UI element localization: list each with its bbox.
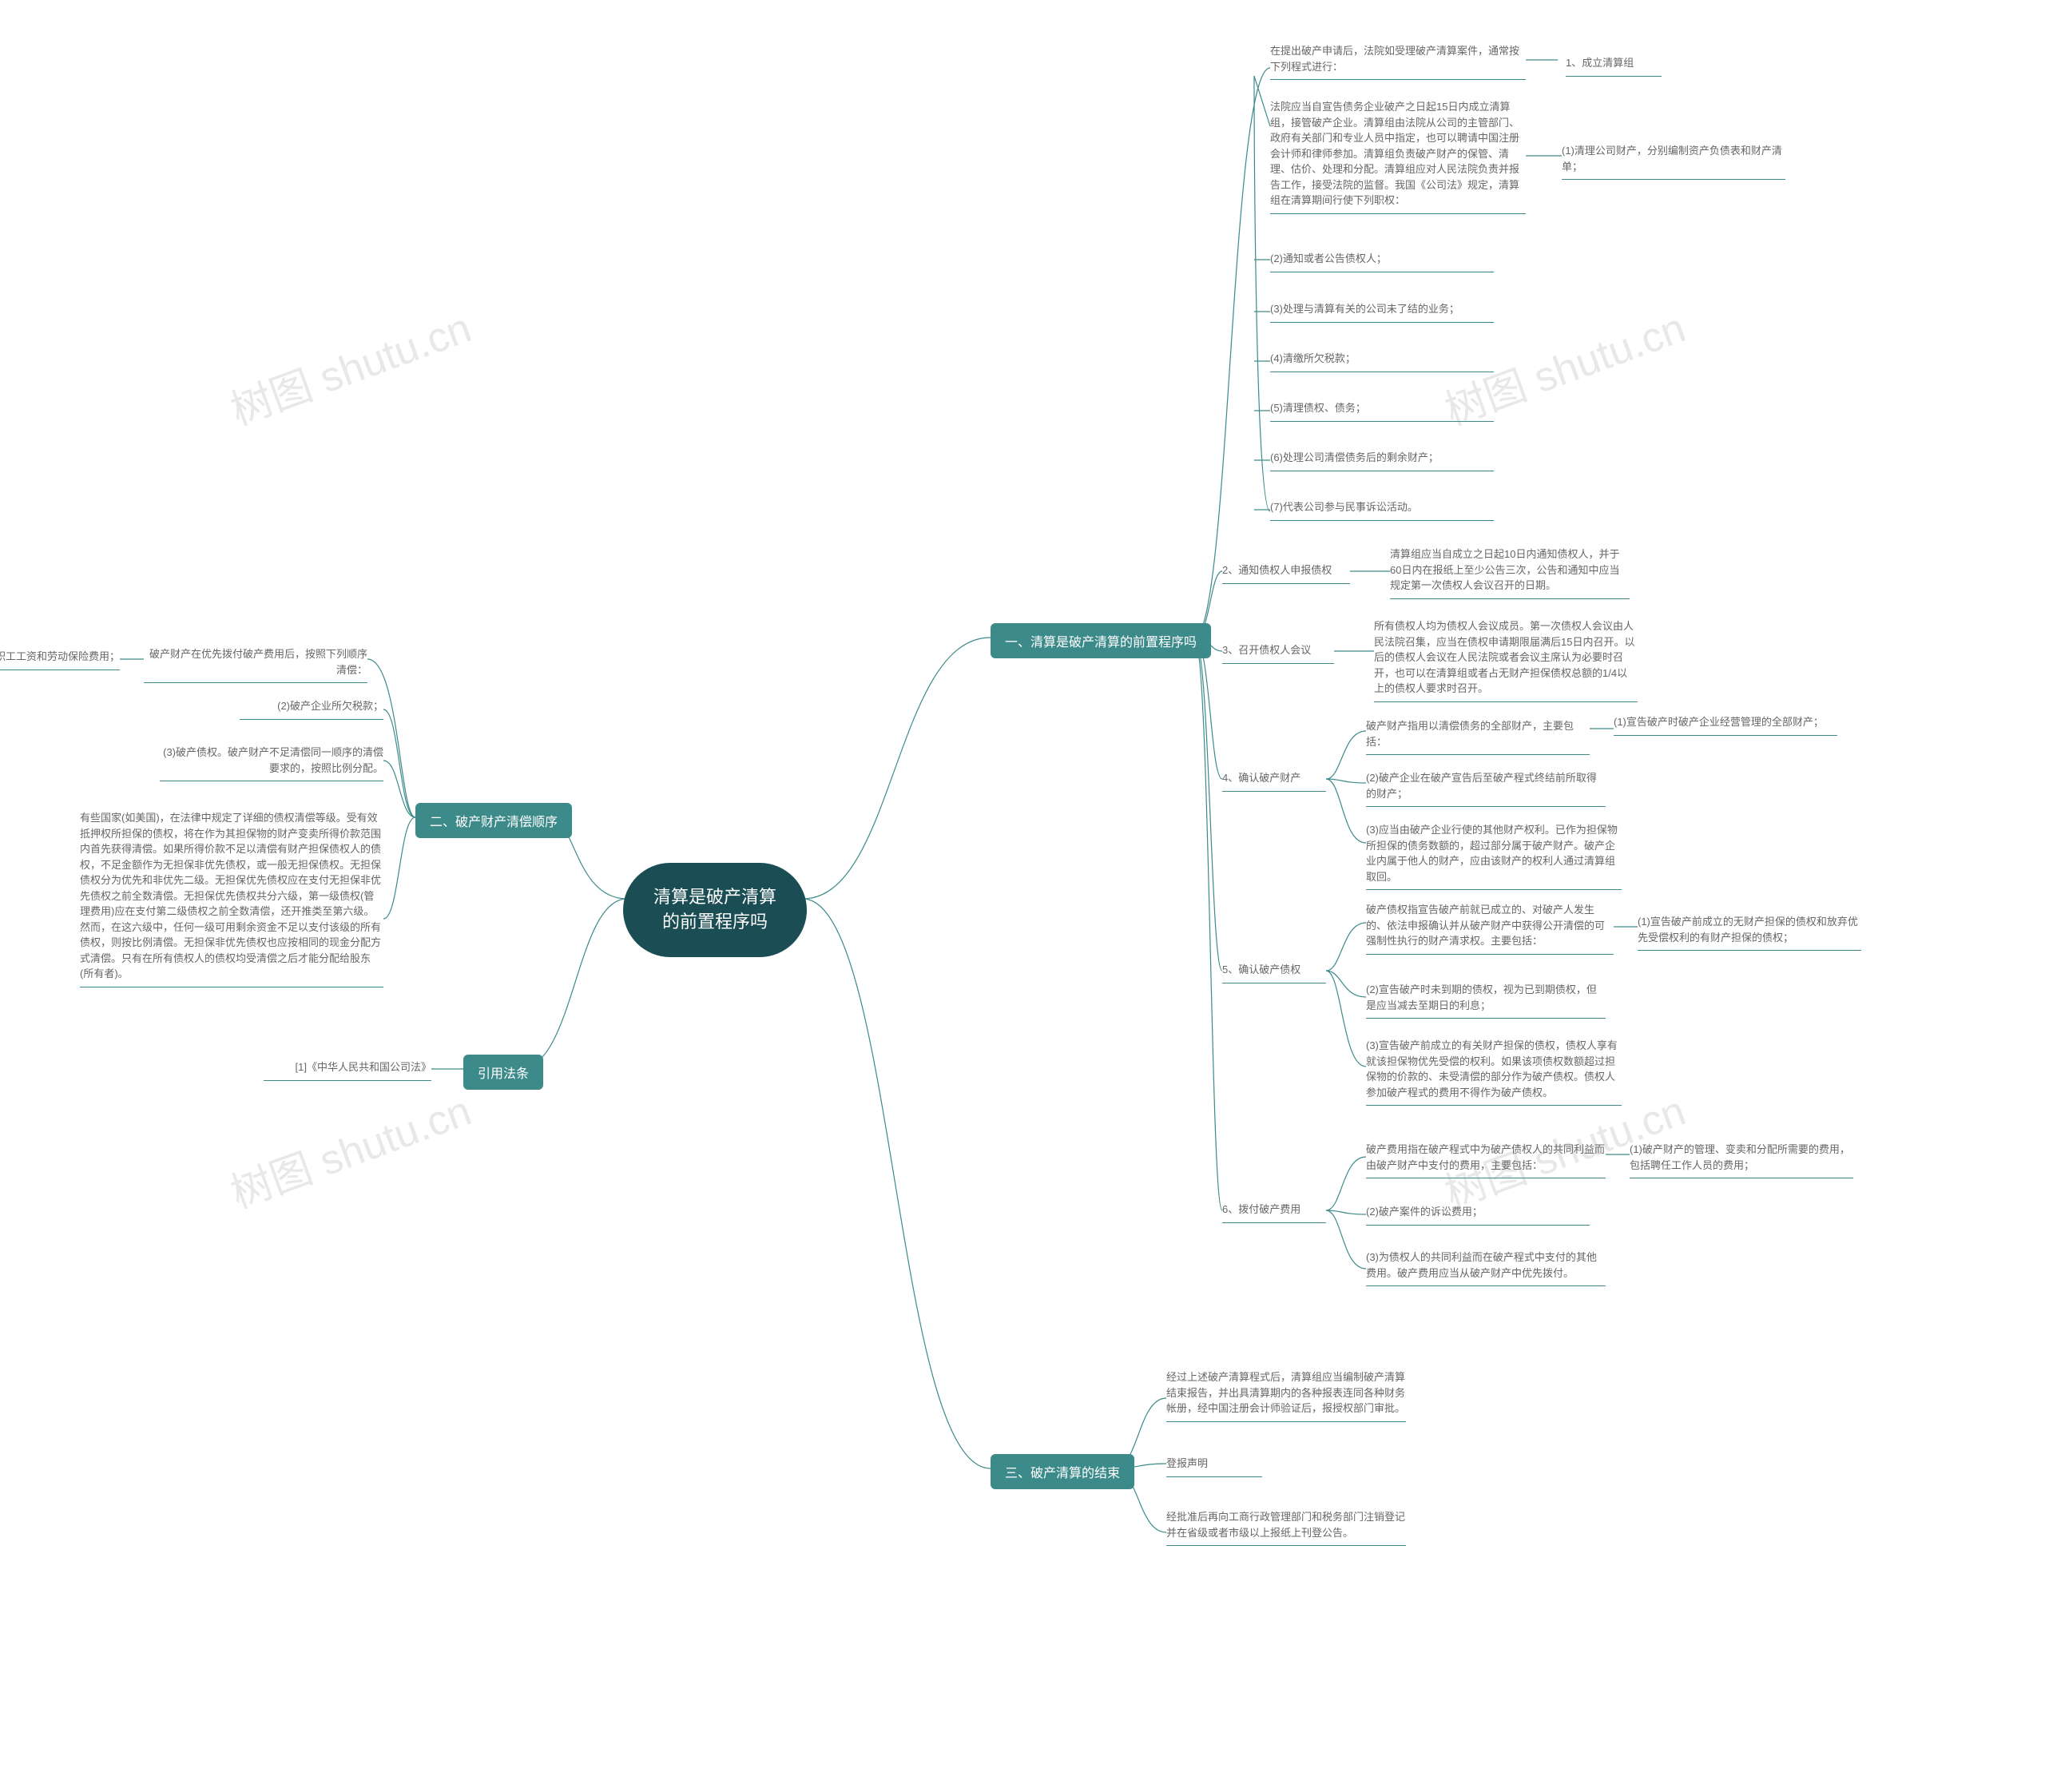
r1-c1-s6: (7)代表公司参与民事诉讼活动。 bbox=[1270, 496, 1494, 521]
r1-c5-s1: (2)宣告破产时未到期的债权，视为已到期债权，但是应当减去至期日的利息； bbox=[1366, 979, 1606, 1019]
r1-c1-s1: (2)通知或者公告债权人； bbox=[1270, 248, 1494, 272]
watermark: 树图 shutu.cn bbox=[221, 1077, 478, 1219]
l1-c0: 破产财产在优先拨付破产费用后，按照下列顺序清偿： bbox=[144, 643, 367, 683]
r1-c2-s0: 清算组应当自成立之日起10日内通知债权人，并于60日内在报纸上至少公告三次，公告… bbox=[1390, 543, 1630, 599]
l1-c2: (3)破产债权。破产财产不足清偿同一顺序的清偿要求的，按照比例分配。 bbox=[160, 741, 383, 781]
r2-c0: 经过上述破产清算程式后，清算组应当编制破产清算结束报告，并出具清算期内的各种报表… bbox=[1166, 1366, 1406, 1422]
r1-c5-s0-sub: (1)宣告破产前成立的无财产担保的债权和放弃优先受偿权利的有财产担保的债权； bbox=[1638, 911, 1861, 951]
l1-c1: (2)破产企业所欠税款； bbox=[240, 695, 383, 720]
r1-c2: 2、通知债权人申报债权 bbox=[1222, 559, 1350, 584]
r2-c2: 经批准后再向工商行政管理部门和税务部门注销登记并在省级或者市级以上报纸上刊登公告… bbox=[1166, 1506, 1406, 1546]
r1-c1-s3: (4)清缴所欠税款； bbox=[1270, 348, 1494, 372]
r1-c4-s0: 破产财产指用以清偿债务的全部财产，主要包括： bbox=[1366, 715, 1590, 755]
r1-c3: 3、召开债权人会议 bbox=[1222, 639, 1334, 664]
r1-c6-s0-sub: (1)破产财产的管理、变卖和分配所需要的费用，包括聘任工作人员的费用； bbox=[1630, 1138, 1853, 1178]
l2-c0: [1]《中华人民共和国公司法》 bbox=[264, 1056, 431, 1081]
r1-c1-s4: (5)清理债权、债务； bbox=[1270, 397, 1494, 422]
r1-c1-pre: 在提出破产申请后，法院如受理破产清算案件，通常按下列程式进行： bbox=[1270, 40, 1526, 80]
branch-l2: 引用法条 bbox=[463, 1055, 543, 1090]
watermark: 树图 shutu.cn bbox=[221, 294, 478, 436]
l1-c3: 有些国家(如美国)，在法律中规定了详细的债权清偿等级。受有效抵押权所担保的债权，… bbox=[80, 807, 383, 987]
branch-r1: 一、清算是破产清算的前置程序吗 bbox=[991, 623, 1211, 658]
branch-r2: 三、破产清算的结束 bbox=[991, 1454, 1134, 1489]
r1-c1-s5: (6)处理公司清偿债务后的剩余财产； bbox=[1270, 447, 1494, 471]
branch-l1: 二、破产财产清偿顺序 bbox=[415, 803, 572, 838]
r1-c4-s2: (3)应当由破产企业行使的其他财产权利。已作为担保物所担保的债务数额的，超过部分… bbox=[1366, 819, 1622, 890]
center-node: 清算是破产清算的前置程序吗 bbox=[623, 863, 807, 957]
r1-c6-s2: (3)为债权人的共同利益而在破产程式中支付的其他费用。破产费用应当从破产财产中优… bbox=[1366, 1246, 1606, 1286]
r1-c5: 5、确认破产债权 bbox=[1222, 959, 1326, 983]
r1-c1-s2: (3)处理与清算有关的公司未了结的业务； bbox=[1270, 298, 1494, 323]
r1-c4-s1: (2)破产企业在破产宣告后至破产程式终结前所取得的财产； bbox=[1366, 767, 1606, 807]
r1-c3-s0: 所有债权人均为债权人会议成员。第一次债权人会议由人民法院召集，应当在债权申请期限… bbox=[1374, 615, 1638, 702]
r1-c1-label: 1、成立清算组 bbox=[1566, 52, 1662, 77]
r1-c5-s0: 破产债权指宣告破产前就已成立的、对破产人发生的、依法申报确认并从破产财产中获得公… bbox=[1366, 899, 1614, 955]
r2-c1: 登报声明 bbox=[1166, 1452, 1262, 1477]
r1-c5-s2: (3)宣告破产前成立的有关财产担保的债权，债权人享有就该担保物优先受偿的权利。如… bbox=[1366, 1035, 1622, 1106]
r1-c6-s0: 破产费用指在破产程式中为破产债权人的共同利益而由破产财产中支付的费用，主要包括： bbox=[1366, 1138, 1606, 1178]
l1-c0-sub: (1)破产企业所欠职工工资和劳动保险费用； bbox=[0, 646, 120, 670]
r1-c1-s0: 法院应当自宣告债务企业破产之日起15日内成立清算组，接管破产企业。清算组由法院从… bbox=[1270, 96, 1526, 214]
r1-c4: 4、确认破产财产 bbox=[1222, 767, 1326, 792]
r1-c6-s1: (2)破产案件的诉讼费用； bbox=[1366, 1201, 1590, 1226]
r1-c1-s0-sub: (1)清理公司财产，分别编制资产负债表和财产清单； bbox=[1562, 140, 1785, 180]
r1-c6: 6、拨付破产费用 bbox=[1222, 1198, 1326, 1223]
r1-c4-s0-sub: (1)宣告破产时破产企业经营管理的全部财产； bbox=[1614, 711, 1837, 736]
